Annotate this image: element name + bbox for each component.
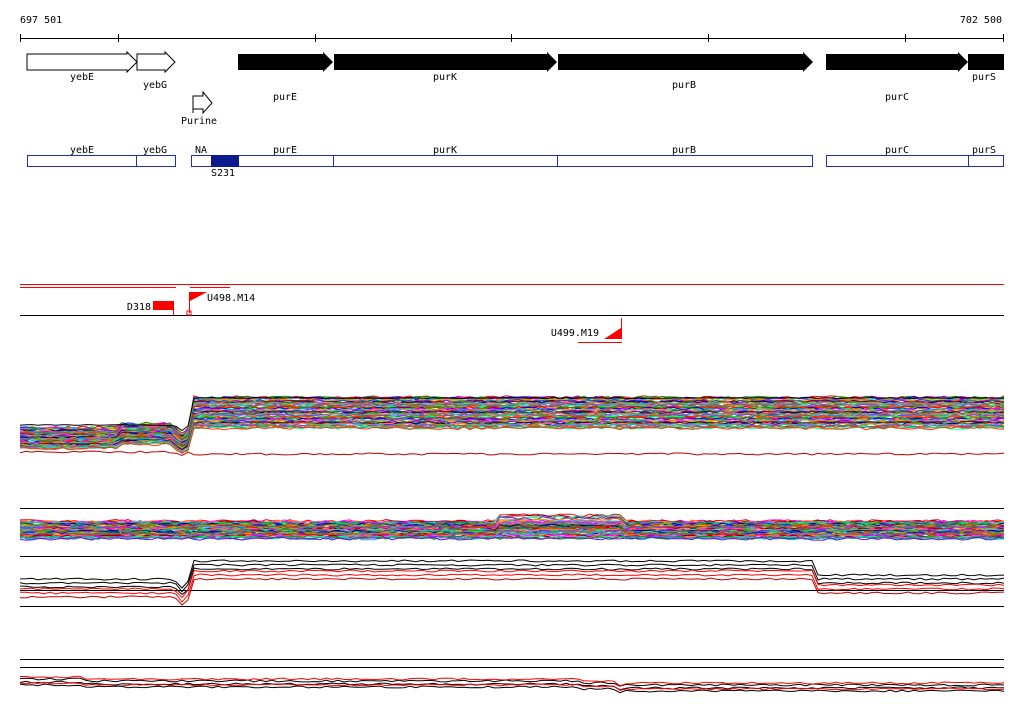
- ruler-end-label: 702 500: [960, 15, 1002, 26]
- feature-block-D318[interactable]: [153, 301, 174, 310]
- gene-label-purK: purK: [433, 72, 457, 83]
- operon-box-purB[interactable]: [557, 155, 813, 167]
- operon-label-yebE: yebE: [70, 145, 94, 156]
- regulatory-arrow-purine[interactable]: [192, 90, 213, 115]
- expression-trace-top: [19, 396, 1005, 432]
- expression-trace: [19, 569, 1005, 599]
- gene-arrow-purS[interactable]: [968, 54, 1004, 70]
- expression-trace: [19, 567, 1005, 596]
- gene-arrow-purC[interactable]: [826, 52, 968, 72]
- expression-trace: [19, 425, 1005, 453]
- expression-panel-red-black-2: [19, 675, 1005, 694]
- coordinate-ruler: 697 501 702 500: [20, 15, 1004, 42]
- operon-label-purC: purC: [885, 145, 909, 156]
- expression-trace: [19, 426, 1005, 454]
- operon-label-purK: purK: [433, 145, 457, 156]
- expression-trace: [19, 559, 1005, 589]
- feature-label-U498-M14: U498.M14: [207, 293, 255, 304]
- operon-box-purK[interactable]: [333, 155, 558, 167]
- expression-trace: [19, 406, 1005, 441]
- expression-trace: [19, 516, 1005, 527]
- gene-label-purB: purB: [672, 80, 696, 91]
- operon-label-NA: NA: [195, 145, 207, 156]
- ruler-start-label: 697 501: [20, 15, 62, 26]
- gene-label-purC: purC: [885, 92, 909, 103]
- gene-arrow-purK[interactable]: [334, 52, 557, 72]
- expression-trace: [19, 683, 1005, 694]
- operon-track: yebE yebG NA purE S231 purK purB purC pu…: [27, 145, 1004, 179]
- expression-trace: [19, 577, 1005, 606]
- operon-box-purC[interactable]: [826, 155, 969, 167]
- expression-trace: [20, 675, 1005, 687]
- expression-trace: [19, 681, 1005, 691]
- expression-trace-bottom: [19, 450, 1005, 457]
- expression-trace: [19, 573, 1005, 603]
- expression-trace: [19, 534, 1005, 539]
- operon-label-purS: purS: [972, 145, 996, 156]
- expression-panel-multicolor-2: [19, 513, 1005, 541]
- expression-trace: [19, 413, 1005, 447]
- feature-block-S231[interactable]: [211, 155, 239, 167]
- gene-label-yebG: yebG: [143, 80, 167, 91]
- feature-marker: [186, 310, 192, 316]
- gene-arrow-yebE[interactable]: [26, 50, 138, 74]
- expression-panel-red-black: [19, 559, 1005, 606]
- gene-arrow-yebG[interactable]: [136, 50, 176, 74]
- operon-box-yebE[interactable]: [27, 155, 137, 167]
- gene-arrow-purB[interactable]: [558, 52, 813, 72]
- operon-label-yebG: yebG: [143, 145, 167, 156]
- ruler-ticks: [20, 34, 1004, 42]
- gene-track: yebE yebG purE purK purB purC purS Purin…: [26, 50, 1004, 127]
- gene-label-purE: purE: [273, 92, 297, 103]
- operon-label-purE: purE: [273, 145, 297, 156]
- gene-arrow-purE[interactable]: [238, 52, 333, 72]
- expression-trace: [19, 536, 1005, 541]
- expression-panel-3-frame: [20, 556, 1004, 607]
- expression-trace: [19, 677, 1005, 687]
- operon-label-purB: purB: [672, 145, 696, 156]
- operon-box-purS[interactable]: [968, 155, 1004, 167]
- feature-flag-U499-M19[interactable]: [604, 328, 621, 339]
- feature-label-U499-M19: U499.M19: [551, 328, 599, 339]
- feature-label-S231: S231: [211, 168, 235, 179]
- gene-label-yebE: yebE: [70, 72, 94, 83]
- feature-annotations: D318 U498.M14 U499.M19: [20, 284, 1004, 343]
- expression-panel-multicolor: [19, 395, 1005, 457]
- expression-trace: [19, 563, 1005, 593]
- gene-label-purS: purS: [972, 72, 996, 83]
- regulatory-label-purine: Purine: [181, 116, 217, 127]
- expression-panel-4-frame: [20, 659, 1004, 668]
- operon-box-yebG[interactable]: [136, 155, 176, 167]
- feature-flag-U498-M14[interactable]: [190, 292, 207, 301]
- feature-label-D318: D318: [127, 302, 151, 313]
